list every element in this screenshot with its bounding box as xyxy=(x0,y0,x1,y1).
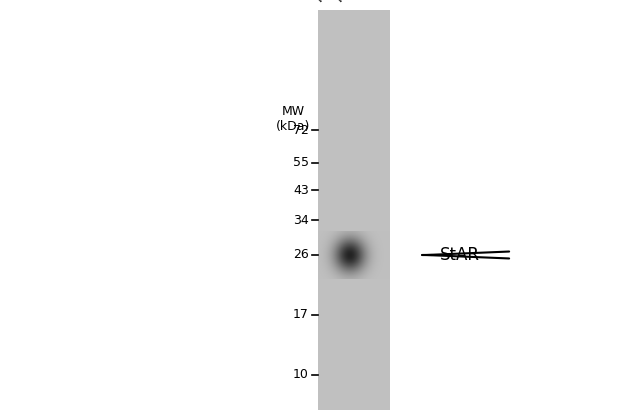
Text: 72: 72 xyxy=(293,124,309,136)
Text: MW
(kDa): MW (kDa) xyxy=(276,105,310,133)
Text: StAR: StAR xyxy=(440,246,480,264)
Text: 10: 10 xyxy=(293,369,309,381)
Text: 43: 43 xyxy=(293,183,309,196)
Bar xyxy=(318,10,390,410)
Text: 17: 17 xyxy=(293,309,309,322)
Text: Mouse adrenal gland: Mouse adrenal gland xyxy=(314,0,416,5)
Text: Mouse pancreas: Mouse pancreas xyxy=(334,0,415,5)
Text: 26: 26 xyxy=(293,248,309,262)
Text: 55: 55 xyxy=(293,156,309,169)
Text: 34: 34 xyxy=(293,213,309,226)
